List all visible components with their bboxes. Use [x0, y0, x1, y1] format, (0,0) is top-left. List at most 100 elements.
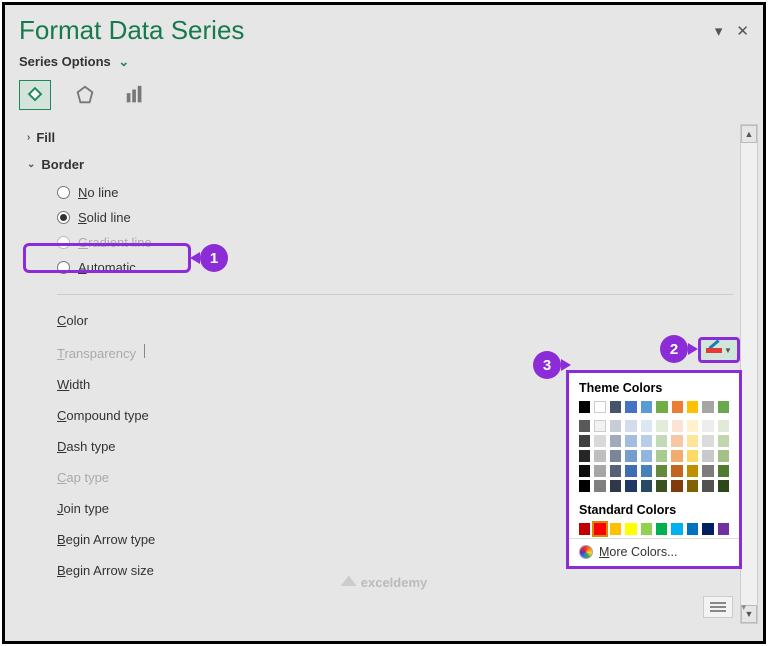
color-swatch[interactable]	[641, 435, 652, 447]
scroll-up-icon[interactable]: ▲	[741, 125, 757, 143]
color-swatch[interactable]	[671, 523, 682, 535]
divider	[57, 294, 733, 295]
color-swatch[interactable]	[641, 450, 652, 462]
color-swatch[interactable]	[672, 420, 683, 432]
color-swatch[interactable]	[579, 450, 590, 462]
section-fill[interactable]: › Fill	[19, 124, 733, 151]
color-swatch[interactable]	[718, 435, 729, 447]
chevron-right-icon: ›	[27, 132, 30, 143]
color-swatch[interactable]	[594, 480, 605, 492]
color-swatch[interactable]	[579, 420, 590, 432]
color-swatch[interactable]	[594, 401, 606, 413]
color-swatch[interactable]	[610, 401, 621, 413]
color-swatch[interactable]	[625, 523, 636, 535]
color-swatch[interactable]	[656, 450, 667, 462]
color-swatch[interactable]	[702, 450, 713, 462]
series-options-button[interactable]: Series Options ⌄	[5, 54, 763, 80]
radio-gradient: Gradient line	[57, 230, 733, 255]
color-swatch[interactable]	[687, 465, 698, 477]
color-swatch[interactable]	[702, 401, 713, 413]
color-swatch[interactable]	[687, 420, 698, 432]
color-swatch[interactable]	[579, 465, 590, 477]
color-swatch[interactable]	[641, 523, 652, 535]
color-swatch[interactable]	[594, 523, 605, 535]
color-swatch[interactable]	[579, 523, 590, 535]
color-swatch-icon	[706, 348, 722, 353]
color-swatch[interactable]	[610, 523, 621, 535]
color-swatch[interactable]	[625, 480, 636, 492]
color-swatch[interactable]	[687, 435, 698, 447]
scrollbar[interactable]: ▲ ▼	[740, 124, 758, 624]
color-swatch[interactable]	[641, 480, 652, 492]
dropdown-icon[interactable]: ▼	[724, 346, 732, 355]
color-swatch[interactable]	[594, 450, 605, 462]
color-swatch[interactable]	[656, 420, 667, 432]
color-swatch[interactable]	[702, 435, 713, 447]
color-swatch[interactable]	[579, 480, 590, 492]
close-icon[interactable]: ✕	[736, 22, 749, 40]
radio-icon	[57, 261, 70, 274]
color-swatch[interactable]	[594, 465, 605, 477]
standard-colors-label: Standard Colors	[569, 495, 739, 523]
more-colors-button[interactable]: More Colors...	[569, 538, 739, 564]
color-swatch[interactable]	[610, 465, 621, 477]
color-popup: Theme Colors Standard Colors More Colors…	[566, 370, 742, 569]
color-picker-button[interactable]: ▼	[698, 337, 740, 363]
color-swatch[interactable]	[594, 435, 605, 447]
color-swatch[interactable]	[687, 450, 698, 462]
color-swatch[interactable]	[671, 480, 682, 492]
color-swatch[interactable]	[702, 420, 713, 432]
color-swatch[interactable]	[718, 480, 729, 492]
color-swatch[interactable]	[718, 523, 729, 535]
color-swatch[interactable]	[641, 465, 652, 477]
color-swatch[interactable]	[641, 420, 652, 432]
color-swatch[interactable]	[702, 480, 713, 492]
color-swatch[interactable]	[656, 435, 667, 447]
color-swatch[interactable]	[625, 465, 636, 477]
color-swatch[interactable]	[687, 523, 698, 535]
color-swatch[interactable]	[579, 401, 590, 413]
format-tabs	[5, 80, 763, 124]
tab-series-options[interactable]	[119, 80, 151, 110]
color-swatch[interactable]	[671, 465, 682, 477]
color-swatch[interactable]	[656, 401, 667, 413]
color-swatch[interactable]	[625, 450, 636, 462]
color-swatch[interactable]	[718, 401, 729, 413]
color-swatch[interactable]	[579, 435, 590, 447]
tab-fill-line[interactable]	[19, 80, 51, 110]
radio-noline[interactable]: No line	[57, 180, 733, 205]
color-swatch[interactable]	[594, 420, 606, 432]
color-swatch[interactable]	[718, 450, 729, 462]
tab-effects[interactable]	[69, 80, 101, 110]
color-swatch[interactable]	[718, 420, 729, 432]
color-swatch[interactable]	[625, 435, 636, 447]
radio-solid[interactable]: Solid line	[57, 205, 733, 230]
color-swatch[interactable]	[656, 523, 667, 535]
prop-color[interactable]: Color	[19, 305, 733, 336]
color-swatch[interactable]	[625, 420, 636, 432]
radio-icon	[57, 211, 70, 224]
color-wheel-icon	[579, 545, 593, 559]
color-swatch[interactable]	[656, 480, 667, 492]
color-swatch[interactable]	[687, 480, 698, 492]
radio-icon	[57, 236, 70, 249]
color-swatch[interactable]	[610, 450, 621, 462]
color-swatch[interactable]	[671, 450, 682, 462]
radio-auto[interactable]: Automatic	[57, 255, 733, 280]
color-swatch[interactable]	[625, 401, 636, 413]
color-swatch[interactable]	[656, 465, 667, 477]
color-swatch[interactable]	[718, 465, 729, 477]
color-swatch[interactable]	[610, 435, 621, 447]
color-swatch[interactable]	[641, 401, 652, 413]
color-swatch[interactable]	[702, 523, 713, 535]
section-border[interactable]: ⌄ Border	[19, 151, 733, 178]
prop-trans: Transparency	[19, 336, 733, 369]
color-swatch[interactable]	[671, 435, 682, 447]
color-swatch[interactable]	[702, 465, 713, 477]
color-swatch[interactable]	[610, 420, 621, 432]
color-swatch[interactable]	[687, 401, 698, 413]
pane-dropdown-icon[interactable]: ▾	[715, 22, 723, 40]
color-swatch[interactable]	[610, 480, 621, 492]
align-button[interactable]	[703, 596, 733, 618]
color-swatch[interactable]	[672, 401, 683, 413]
